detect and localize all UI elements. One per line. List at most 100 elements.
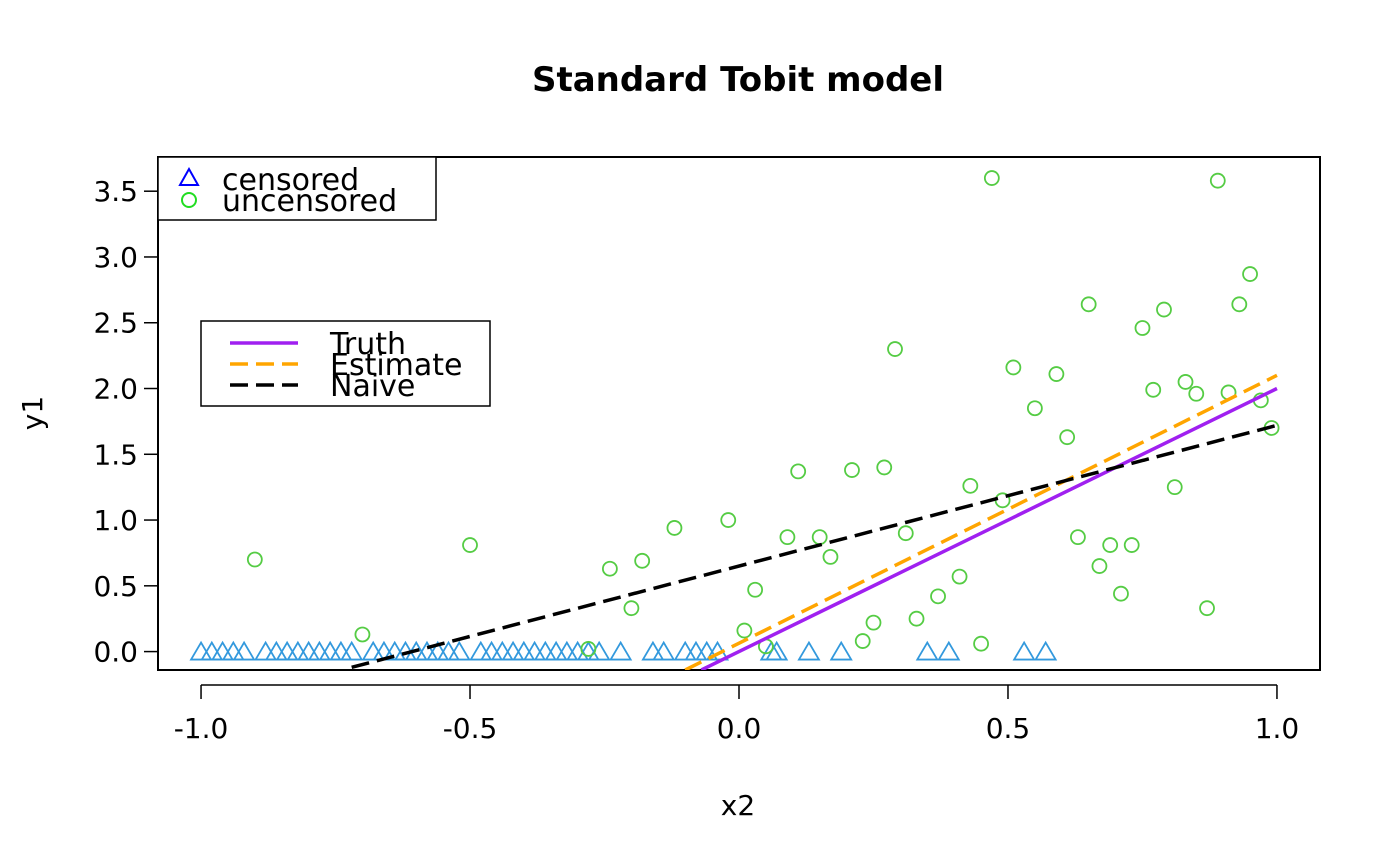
uncensored-point: [1026, 400, 1043, 417]
uncensored-point: [887, 341, 903, 357]
legend-estimate-label: Estimate: [330, 348, 463, 383]
uncensored-point: [1080, 296, 1097, 313]
y-tick-label: 1.0: [93, 504, 138, 537]
censored-point: [652, 640, 676, 661]
x-tick-label: -1.0: [174, 712, 229, 745]
censored-point: [221, 640, 245, 661]
censored-point: [915, 640, 939, 661]
censored-point: [684, 640, 708, 661]
censored-point: [673, 640, 697, 661]
censored-point: [275, 640, 299, 661]
y-tick-label: 0.5: [93, 570, 138, 603]
censored-point: [189, 640, 213, 661]
censored-point: [533, 640, 557, 661]
censored-point: [1012, 640, 1036, 661]
uncensored-point: [580, 641, 597, 657]
chart-title: Standard Tobit model: [532, 60, 944, 100]
censored-point: [609, 640, 633, 661]
censored-point: [469, 640, 493, 661]
uncensored-point: [246, 551, 263, 568]
uncensored-point: [1123, 537, 1140, 553]
uncensored-point: [462, 537, 478, 553]
uncensored-point: [747, 581, 764, 598]
censored-point: [829, 640, 853, 661]
x-tick-label: 0.0: [717, 712, 762, 745]
legend-uncensored-label: uncensored: [222, 184, 397, 219]
plot-marks: [189, 170, 1280, 661]
uncensored-point: [1156, 301, 1172, 318]
y-axis: 0.0 0.5 1.0 1.5 2.0 2.5 3.0 3.5: [93, 175, 159, 669]
uncensored-point: [720, 512, 737, 528]
uncensored-point: [973, 635, 989, 652]
y-tick-label: 2.0: [93, 373, 138, 406]
uncensored-point: [1177, 374, 1194, 390]
censored-point: [307, 640, 331, 661]
uncensored-point: [951, 568, 968, 585]
uncensored-point: [1145, 381, 1162, 398]
censored-point: [1034, 640, 1058, 661]
line-legend: Truth Estimate Naive: [200, 320, 491, 407]
censored-point: [490, 640, 514, 661]
x-tick-label: -0.5: [443, 712, 498, 745]
naive-line: [351, 423, 1278, 670]
uncensored-point: [1134, 320, 1151, 336]
censored-point: [318, 640, 342, 661]
truth-line: [700, 386, 1278, 670]
censored-point: [447, 640, 471, 661]
uncensored-point: [790, 463, 807, 480]
uncensored-point: [666, 520, 683, 536]
uncensored-point: [1209, 172, 1226, 189]
legend-censored-symbol: [178, 166, 200, 186]
legend-uncensored-symbol: [181, 192, 197, 208]
y-tick-label: 2.5: [93, 307, 138, 340]
estimate-line: [684, 373, 1278, 670]
uncensored-point: [854, 633, 871, 649]
y-tick-label: 0.0: [93, 636, 138, 669]
plot-frame: [157, 156, 1321, 671]
legend-naive-label: Naive: [330, 369, 415, 404]
censored-point: [329, 640, 353, 661]
x-axis: -1.0 -0.5 0.0 0.5 1.0: [174, 684, 1300, 745]
censored-point: [232, 640, 256, 661]
uncensored-point: [1166, 479, 1183, 496]
censored-point: [361, 640, 385, 661]
uncensored-point: [811, 529, 828, 546]
censored-point: [479, 640, 504, 661]
x-axis-label: x2: [721, 789, 755, 822]
uncensored-point: [908, 610, 925, 627]
x-tick-label: 0.5: [986, 712, 1031, 745]
censored-point: [286, 640, 310, 661]
y-axis-label: y1: [16, 396, 49, 430]
censored-point: [566, 640, 590, 661]
censored-point: [937, 640, 961, 661]
uncensored-point: [844, 462, 860, 478]
legend-censored-label: censored: [222, 163, 359, 198]
uncensored-point: [779, 529, 796, 546]
uncensored-point: [1199, 600, 1215, 617]
censored-point: [523, 640, 547, 661]
uncensored-point: [1059, 429, 1076, 446]
y-tick-label: 3.0: [93, 241, 138, 274]
censored-point: [200, 640, 224, 661]
uncensored-point: [1242, 266, 1258, 282]
uncensored-point: [822, 548, 839, 565]
uncensored-point: [1005, 359, 1022, 376]
y-tick-label: 1.5: [93, 438, 138, 471]
censored-point: [264, 640, 288, 661]
censored-point: [297, 640, 321, 661]
uncensored-point: [634, 552, 651, 569]
censored-point: [544, 640, 568, 661]
uncensored-point: [865, 614, 882, 631]
x-tick-label: 1.0: [1255, 712, 1300, 745]
uncensored-point: [1070, 529, 1086, 546]
uncensored-point: [601, 560, 618, 577]
y-tick-label: 3.5: [93, 175, 138, 208]
censored-point: [210, 640, 235, 661]
uncensored-point: [897, 525, 914, 542]
uncensored-point: [623, 600, 640, 617]
censored-point: [501, 640, 525, 661]
legend-truth-label: Truth: [329, 327, 406, 362]
uncensored-point: [1048, 366, 1065, 382]
censored-point: [641, 640, 665, 661]
